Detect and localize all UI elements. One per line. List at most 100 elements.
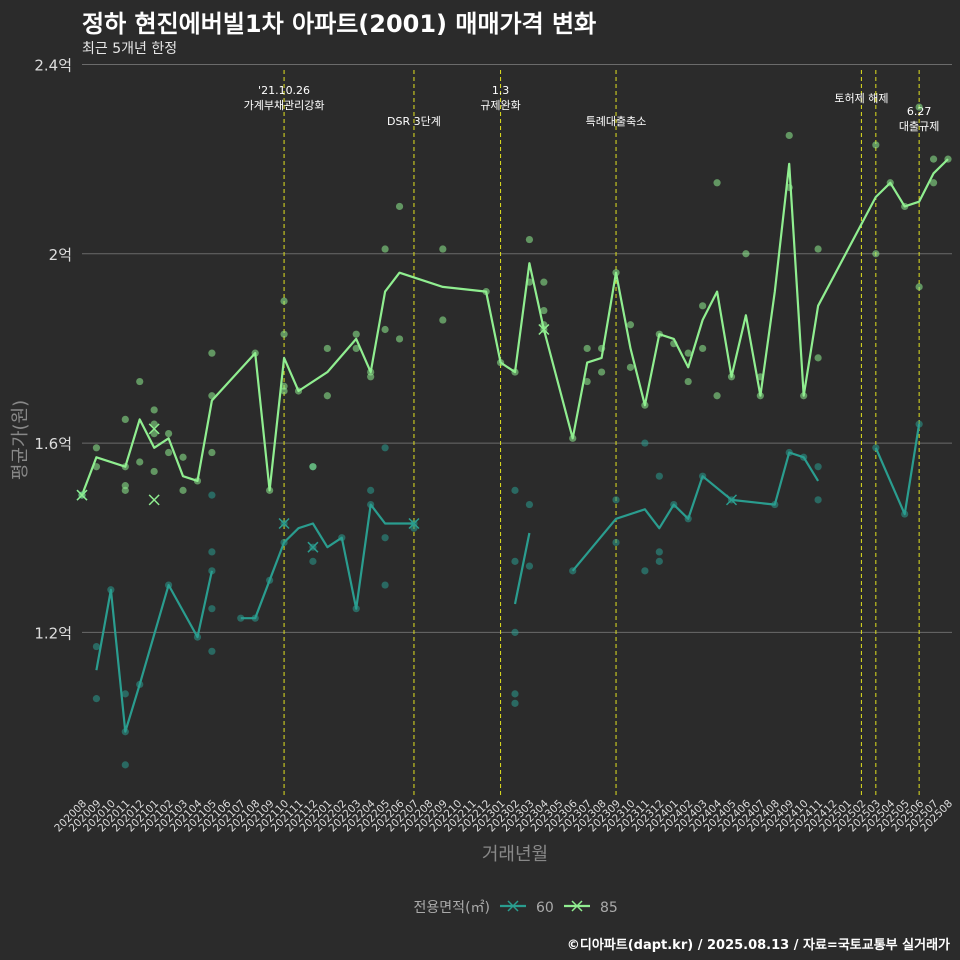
data-point-60 [814,463,822,471]
data-point-85 [439,245,447,253]
source-caption: ©디아파트(dapt.kr) / 2025.08.13 / 자료=국토교통부 실… [566,938,950,953]
data-point-85 [583,377,591,386]
data-point-85 [352,330,360,338]
legend-label-85: 85 [600,900,618,916]
data-point-85 [814,245,822,253]
data-point-60 [208,567,216,575]
data-point-85 [525,278,534,286]
data-point-85 [121,486,129,494]
data-point-60 [367,500,375,509]
data-point-85 [511,368,519,376]
data-point-85 [251,349,259,357]
data-point-60 [655,557,663,565]
data-point-85 [525,235,534,244]
data-point-60 [107,586,115,594]
data-point-85 [266,486,274,494]
data-point-60 [165,581,173,589]
data-point-60 [338,534,346,542]
data-point-85 [814,354,822,362]
data-point-60 [901,510,909,518]
data-point-60 [251,614,259,622]
data-point-85 [280,297,288,305]
cross-marker-85 [148,423,160,435]
data-point-85 [121,415,129,424]
data-point-60 [785,448,793,457]
data-point-60 [136,680,144,689]
data-point-60 [237,614,245,622]
data-point-85 [309,463,317,471]
data-point-85 [136,458,144,466]
data-point-60 [872,444,880,452]
axis-layer: 1.2억1.6억2억2.4억20200820200920201020201120… [10,56,955,865]
data-point-85 [641,401,649,409]
policy-label: 6.27 대출규제 [899,105,939,133]
data-point-85 [655,330,663,338]
data-point-60 [612,538,620,547]
data-point-85 [208,349,216,357]
data-point-85 [612,269,620,277]
y-tick-label: 2억 [49,246,72,264]
data-point-85 [136,377,144,386]
data-point-85 [540,278,548,286]
cross-marker-85 [148,494,160,506]
policy-label: 1.3 규제완화 [480,84,520,112]
data-point-85 [367,373,375,381]
data-point-60 [280,538,288,547]
series-line-85 [80,158,949,496]
data-point-60 [655,548,663,556]
data-point-60 [511,699,519,707]
data-point-85 [294,387,303,395]
data-point-85 [785,131,793,140]
data-point-85 [626,321,635,329]
data-point-85 [150,467,158,476]
data-point-85 [395,202,404,211]
data-point-60 [511,486,519,494]
chart-subtitle: 최근 5개년 한정 [82,41,178,57]
data-point-85 [886,179,894,187]
data-point-85 [699,344,707,353]
data-point-60 [684,515,692,523]
data-point-85 [280,330,288,338]
data-point-85 [872,250,880,258]
data-point-60 [655,472,663,480]
y-tick-label: 2.4억 [34,56,72,74]
data-point-85 [569,434,577,442]
y-tick-label: 1.6억 [34,435,72,453]
data-point-60 [208,605,216,613]
data-point-60 [511,690,519,698]
data-point-85 [598,344,606,353]
legend-cross-85 [571,900,583,912]
data-point-85 [150,429,158,438]
data-point-85 [713,392,721,400]
data-point-85 [915,103,923,111]
data-point-85 [626,363,635,371]
data-point-85 [496,359,505,367]
legend-cross-60 [507,900,519,912]
data-point-85 [583,344,591,353]
x-axis-title: 거래년월 [482,844,548,865]
data-point-85 [381,325,389,334]
data-point-85 [756,392,764,400]
data-point-60 [641,567,649,575]
data-point-85 [684,377,692,386]
data-point-85 [193,477,202,485]
data-point-85 [92,463,101,471]
data-point-60 [121,728,129,736]
data-point-60 [381,581,389,589]
cross-marker-60 [307,541,319,553]
y-axis-title: 평균가(원) [10,400,31,480]
data-point-60 [92,695,101,703]
data-point-85 [381,245,389,253]
cross-marker-60 [725,494,738,506]
data-point-85 [323,344,331,353]
data-point-60 [771,500,779,509]
series-lines [80,158,949,733]
data-point-60 [670,500,678,509]
data-point-85 [742,250,750,258]
data-point-85 [121,463,129,471]
data-point-85 [439,316,447,324]
data-point-60 [410,524,418,532]
data-point-60 [208,548,216,556]
